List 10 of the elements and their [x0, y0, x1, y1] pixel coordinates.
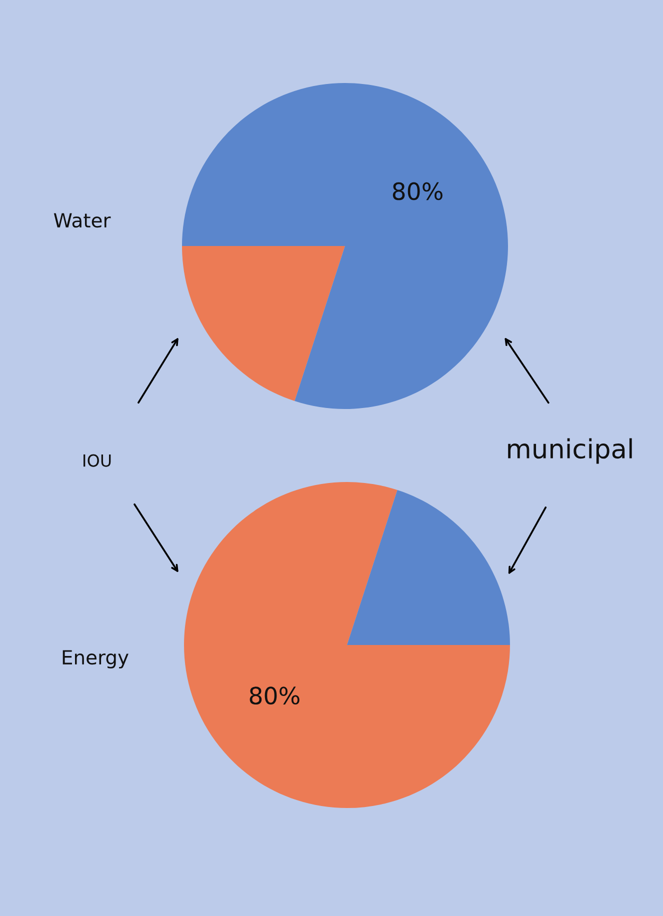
text: IOU [84, 454, 111, 467]
text: municipal [508, 438, 632, 464]
pie-slice [182, 83, 508, 409]
data-label: 80% [250, 686, 300, 705]
pie-slice [182, 246, 345, 402]
text: Energy [62, 650, 128, 668]
pie-slice [347, 490, 510, 645]
data-label: 80% [392, 182, 442, 200]
pie-slice [184, 482, 510, 808]
text: Water [54, 213, 111, 228]
